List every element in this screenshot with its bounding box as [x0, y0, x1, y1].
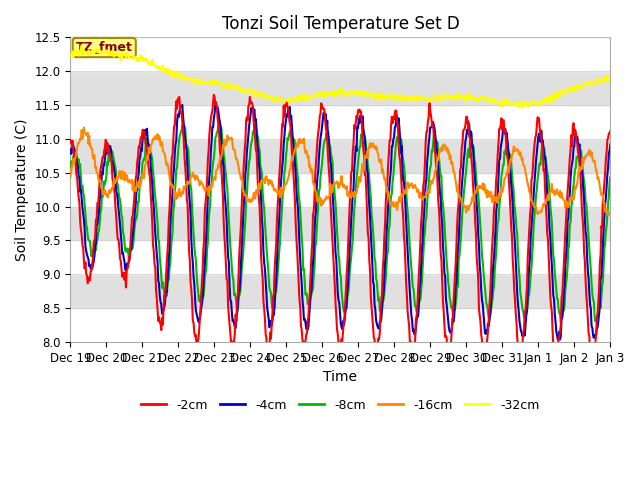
- -8cm: [215, 116, 223, 121]
- Line: -8cm: -8cm: [70, 119, 611, 322]
- X-axis label: Time: Time: [323, 370, 357, 384]
- Bar: [70, 105, 611, 139]
- Bar: [70, 71, 611, 105]
- -8cm: [216, 127, 224, 133]
- -8cm: [407, 255, 415, 261]
- -32cm: [518, 105, 525, 111]
- -4cm: [179, 102, 186, 108]
- -16cm: [80, 125, 88, 131]
- -2cm: [407, 339, 415, 345]
- -8cm: [67, 164, 74, 170]
- Line: -4cm: -4cm: [70, 105, 611, 340]
- -2cm: [552, 363, 559, 369]
- Line: -32cm: -32cm: [70, 45, 611, 108]
- -2cm: [216, 146, 224, 152]
- -16cm: [605, 212, 612, 218]
- -4cm: [132, 201, 140, 206]
- Bar: [70, 308, 611, 342]
- Text: TZ_fmet: TZ_fmet: [76, 41, 132, 54]
- Bar: [70, 206, 611, 240]
- -32cm: [422, 96, 430, 102]
- -16cm: [132, 185, 140, 191]
- -2cm: [422, 129, 430, 135]
- Line: -16cm: -16cm: [70, 128, 611, 215]
- -32cm: [607, 76, 614, 82]
- -32cm: [67, 53, 74, 59]
- -32cm: [76, 49, 84, 55]
- -8cm: [132, 216, 140, 221]
- -16cm: [422, 189, 430, 195]
- -4cm: [67, 146, 74, 152]
- Bar: [70, 139, 611, 173]
- -4cm: [554, 337, 562, 343]
- Legend: -2cm, -4cm, -8cm, -16cm, -32cm: -2cm, -4cm, -8cm, -16cm, -32cm: [136, 394, 545, 417]
- -8cm: [76, 161, 84, 167]
- -4cm: [422, 177, 430, 182]
- -2cm: [76, 218, 84, 224]
- -2cm: [132, 176, 140, 181]
- -16cm: [67, 174, 74, 180]
- -16cm: [76, 136, 84, 142]
- -4cm: [407, 300, 415, 306]
- Bar: [70, 274, 611, 308]
- -2cm: [210, 92, 218, 97]
- -32cm: [78, 42, 86, 48]
- Y-axis label: Soil Temperature (C): Soil Temperature (C): [15, 119, 29, 261]
- -8cm: [187, 183, 195, 189]
- -8cm: [422, 215, 430, 220]
- -2cm: [67, 137, 74, 143]
- Bar: [70, 37, 611, 71]
- -4cm: [607, 142, 614, 147]
- -2cm: [607, 128, 614, 134]
- -8cm: [607, 174, 614, 180]
- Line: -2cm: -2cm: [70, 95, 611, 366]
- -16cm: [407, 182, 415, 188]
- -32cm: [188, 76, 195, 82]
- -16cm: [607, 211, 614, 217]
- -4cm: [76, 189, 84, 195]
- -32cm: [407, 95, 415, 100]
- Bar: [70, 240, 611, 274]
- Title: Tonzi Soil Temperature Set D: Tonzi Soil Temperature Set D: [221, 15, 460, 33]
- -4cm: [188, 237, 195, 242]
- -32cm: [216, 82, 224, 87]
- -16cm: [216, 155, 224, 161]
- -2cm: [187, 280, 195, 286]
- -16cm: [188, 173, 195, 179]
- Bar: [70, 173, 611, 206]
- -32cm: [132, 58, 140, 64]
- -4cm: [216, 119, 224, 125]
- Bar: [70, 31, 611, 37]
- -8cm: [557, 319, 564, 324]
